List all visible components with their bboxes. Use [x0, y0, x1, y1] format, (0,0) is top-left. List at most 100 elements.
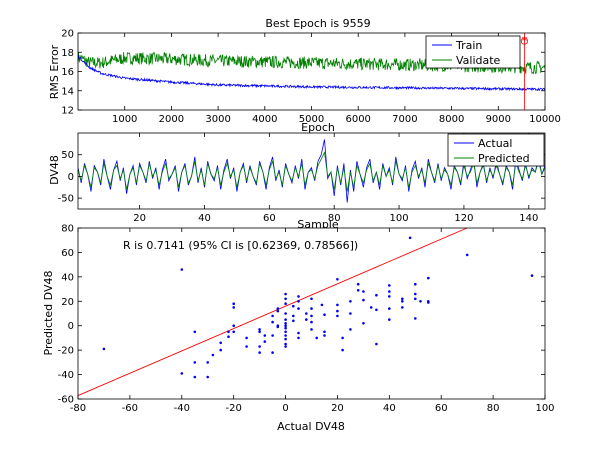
scatter-point — [232, 330, 235, 334]
scatter-point — [362, 298, 365, 302]
scatter-point — [258, 345, 261, 348]
series-actual-line — [77, 139, 546, 203]
scatter-point — [227, 330, 230, 334]
scatter-point — [369, 306, 373, 309]
x-tick-label: 8000 — [439, 114, 464, 125]
scatter-point — [320, 303, 324, 307]
scatter-point — [356, 282, 360, 286]
scatter-point — [419, 300, 422, 303]
scatter-point — [284, 342, 287, 346]
scatter-point — [263, 334, 267, 337]
scatter-point — [336, 303, 339, 307]
scatter-point — [414, 282, 417, 286]
y-tick-label: -50 — [58, 194, 74, 205]
scatter-point — [245, 345, 248, 348]
scatter-point — [284, 297, 287, 301]
scatter-point — [284, 322, 287, 325]
scatter-point — [305, 318, 308, 321]
scatter-point — [336, 278, 339, 281]
axes-1: 1000 2000 3000 4000 5000 6000 7000 8000 9000 1000… — [61, 29, 561, 126]
scatter-point — [276, 309, 280, 313]
epoch-error-chart: Best Epoch is 9559 * 1000 2000 3000 4000 500… — [48, 17, 561, 134]
legend-train-label: Train — [455, 39, 482, 52]
scatter-point — [284, 302, 287, 306]
axes-2: 20 40 60 80 100 120 140 -50 0 50 — [58, 132, 546, 224]
series-layer-3 — [77, 227, 534, 396]
x-tick-label: 9000 — [486, 114, 511, 125]
scatter-point — [284, 318, 287, 321]
scatter-point — [232, 306, 235, 309]
scatter-point — [227, 335, 230, 339]
scatter-point — [414, 317, 417, 320]
y-axis-label: Predicted DV48 — [42, 271, 55, 356]
scatter-point — [362, 322, 365, 325]
scatter-point — [315, 336, 319, 340]
y-axis-label: RMS Error — [48, 44, 61, 99]
scatter-point — [193, 330, 197, 334]
series-train-line — [77, 54, 546, 92]
scatter-point — [375, 342, 378, 346]
correlation-annotation: R is 0.7141 (95% CI is [0.62369, 0.78566… — [123, 239, 358, 252]
scatter-point — [401, 300, 404, 303]
scatter-point — [336, 309, 339, 313]
scatter-point — [408, 236, 412, 240]
scatter-point — [297, 295, 300, 298]
scatter-point — [292, 319, 295, 323]
scatter-point — [284, 334, 287, 337]
scatter-point — [284, 312, 287, 315]
scatter-point — [323, 330, 326, 334]
x-tick-label: 10000 — [529, 114, 561, 125]
scatter-point — [284, 330, 287, 334]
x-axis-label: Epoch — [301, 121, 335, 134]
scatter-point — [284, 345, 287, 348]
y-axis-label: DV48 — [48, 155, 61, 185]
scatter-point — [356, 289, 360, 292]
scatter-point — [341, 348, 344, 352]
scatter-point — [211, 353, 215, 357]
y-tick-label: 20 — [61, 29, 74, 40]
scatter-point — [271, 334, 274, 337]
scatter-point — [206, 375, 209, 379]
scatter-point — [292, 304, 295, 308]
scatter-point — [336, 314, 339, 318]
x-tick-label: 60 — [263, 213, 276, 224]
legend-predicted-label: Predicted — [478, 152, 530, 165]
scatter-point — [258, 351, 261, 354]
scatter-chart: -80 -60 -40 -20 0 20 40 60 80 100-60-40-200204060… — [42, 224, 555, 434]
legend-box — [447, 133, 545, 167]
y-tick-label: 0 — [68, 321, 74, 332]
series-validate-line — [77, 51, 546, 75]
x-tick-label: 6000 — [345, 114, 370, 125]
x-tick-label: -40 — [174, 403, 190, 414]
y-tick-label: 18 — [61, 48, 74, 59]
x-tick-label: 0 — [282, 403, 288, 414]
scatter-point — [232, 324, 235, 328]
legend-actual-label: Actual — [478, 137, 512, 150]
x-tick-label: 3000 — [205, 114, 230, 125]
scatter-point — [388, 284, 391, 287]
axes-frame — [77, 132, 546, 210]
axes-frame — [77, 227, 546, 400]
scatter-point — [349, 312, 352, 315]
scatter-point — [414, 297, 417, 301]
y-tick-label: 60 — [61, 248, 74, 259]
x-tick-label: 1000 — [112, 114, 137, 125]
scatter-point — [310, 328, 313, 331]
y-tick-label: -20 — [58, 346, 74, 357]
x-tick-label: 80 — [487, 403, 500, 414]
fit-line — [77, 227, 468, 396]
x-tick-label: 40 — [198, 213, 211, 224]
scatter-point — [427, 301, 430, 304]
scatter-point — [362, 290, 365, 293]
scatter-point — [297, 336, 300, 340]
scatter-point — [284, 292, 287, 296]
x-tick-label: 60 — [435, 403, 448, 414]
scatter-point — [297, 307, 300, 310]
scatter-point — [414, 292, 417, 296]
y-tick-label: 50 — [61, 150, 74, 161]
scatter-point — [305, 312, 308, 315]
x-tick-label: 100 — [535, 403, 554, 414]
y-tick-label: 0 — [68, 172, 74, 183]
scatter-point — [349, 328, 352, 331]
